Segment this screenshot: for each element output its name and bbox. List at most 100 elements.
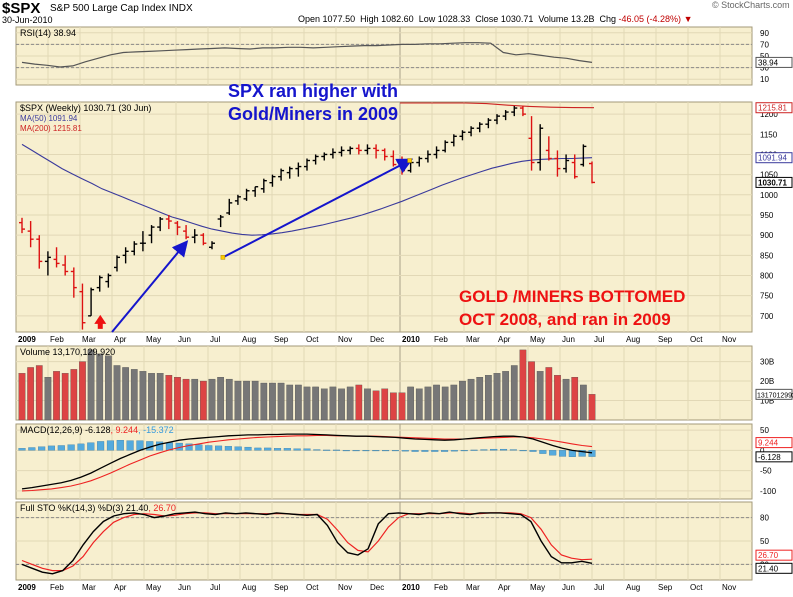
macd-last-label: -6.128: [758, 453, 781, 462]
price-tick-label: 1150: [760, 130, 778, 139]
month-label: Aug: [626, 583, 640, 592]
open-label: Open: [298, 14, 321, 24]
volume-bar: [312, 386, 319, 421]
volume-bar: [303, 386, 311, 421]
annotation-line: Gold/Miners in 2009: [228, 104, 399, 124]
month-label: May: [146, 583, 161, 592]
volume-bar: [105, 355, 112, 421]
macd-histogram-bar: [539, 450, 547, 454]
annotation-spx-ran-higher: SPX ran higher with Gold/Miners in 2009: [228, 80, 398, 126]
volume-bar: [588, 394, 596, 421]
month-label: Aug: [626, 335, 640, 344]
price-tick-label: 850: [760, 251, 774, 260]
price-tick-label: 1000: [760, 191, 778, 200]
macd-histogram-bar: [391, 450, 399, 452]
sto-title: Full STO %K(14,3) %D(3) 21.40, 26.70: [20, 503, 176, 513]
index-name: S&P 500 Large Cap Index INDX: [50, 3, 193, 14]
macd-histogram-bar: [136, 440, 144, 451]
ma-last-label: 1091.94: [758, 154, 787, 163]
volume-bar: [53, 371, 60, 421]
month-label: 2010: [402, 583, 420, 592]
price-tick-label: 750: [760, 292, 774, 301]
macd-histogram-bar: [480, 449, 488, 451]
volume-bar: [364, 388, 371, 421]
month-label: Apr: [114, 583, 127, 592]
macd-histogram-bar: [558, 450, 567, 457]
volume-bar: [70, 369, 78, 421]
volume-bar: [96, 353, 104, 421]
month-label: Sep: [274, 335, 289, 344]
macd-line: [21, 433, 593, 490]
month-label: Nov: [722, 335, 736, 344]
volume-label: Volume: [538, 14, 569, 24]
volume-bar: [441, 386, 449, 421]
macd-histogram-bar: [67, 444, 75, 451]
close-label: Close: [475, 14, 499, 24]
month-label: 2010: [402, 335, 420, 344]
macd-histogram-bar: [342, 450, 350, 452]
annotation-line: GOLD /MINERS BOTTOMED: [459, 287, 686, 306]
macd-legend-item: , -15.372: [138, 425, 174, 435]
ma-last-box: [755, 152, 793, 164]
volume-value: 13.2B: [570, 14, 595, 24]
volume-bar: [139, 371, 147, 421]
macd-histogram-bar: [431, 450, 439, 452]
macd-histogram-bar: [490, 448, 498, 451]
month-label: Mar: [82, 583, 96, 592]
macd-histogram-bar: [578, 450, 586, 457]
macd-histogram-bar: [372, 450, 380, 452]
volume-bar: [286, 384, 294, 421]
volume-bar: [476, 377, 484, 421]
macd-histogram-bar: [519, 450, 527, 452]
volume-bar: [165, 375, 173, 421]
month-label: May: [530, 583, 545, 592]
volume-bar: [217, 377, 224, 421]
volume-bar: [79, 361, 86, 421]
macd-last-label: 9.244: [758, 439, 779, 448]
annotation-dot: [407, 158, 412, 163]
exchange-label: INDX: [168, 3, 193, 14]
volume-bar: [528, 361, 535, 421]
sto-legend-item: , 26.70: [148, 503, 176, 513]
macd-title: MACD(12,26,9) -6.128, 9.244, -15.372: [20, 425, 174, 435]
volume-bar: [415, 388, 423, 421]
volume-bar: [536, 371, 544, 421]
macd-histogram-bar: [264, 447, 272, 451]
annotation-line: OCT 2008, and ran in 2009: [459, 310, 671, 329]
month-label: Nov: [338, 335, 352, 344]
sto-last-label: 21.40: [758, 564, 779, 573]
macd-histogram-bar: [195, 444, 203, 451]
month-label: Oct: [306, 583, 319, 592]
volume-bar: [182, 378, 190, 421]
volume-bar: [35, 365, 43, 421]
macd-histogram-bar: [87, 442, 95, 451]
ohlc-summary: Open 1077.50 High 1082.60 Low 1028.33 Cl…: [298, 14, 692, 24]
volume-title: Volume 13,170,129,920: [20, 347, 115, 357]
volume-last-label: 13170129920: [757, 392, 793, 399]
annotation-line: SPX ran higher with: [228, 81, 399, 101]
month-label: Nov: [338, 583, 352, 592]
volume-tick-label: 10B: [760, 397, 774, 406]
macd-panel: [15, 423, 753, 500]
macd-histogram-bar: [332, 449, 341, 451]
macd-histogram-bar: [273, 448, 282, 451]
rsi-tick-label: 50: [760, 52, 769, 61]
macd-histogram-bar: [156, 441, 164, 451]
month-label: Feb: [50, 583, 64, 592]
month-label: Jul: [210, 583, 220, 592]
month-label: 2009: [18, 335, 36, 344]
month-label: Jul: [594, 583, 604, 592]
volume-bar: [467, 378, 475, 421]
volume-bar: [554, 375, 561, 421]
month-label: Jul: [210, 335, 220, 344]
macd-histogram-bar: [421, 450, 429, 452]
low-value: 1028.33: [437, 14, 471, 24]
macd-histogram-bar: [185, 443, 193, 451]
volume-bar: [225, 378, 233, 421]
macd-histogram-bar: [126, 440, 134, 451]
month-label: Mar: [466, 583, 480, 592]
volume-bar: [346, 386, 354, 421]
volume-bar: [562, 378, 570, 421]
volume-bar: [113, 365, 121, 421]
month-label: Dec: [370, 335, 384, 344]
